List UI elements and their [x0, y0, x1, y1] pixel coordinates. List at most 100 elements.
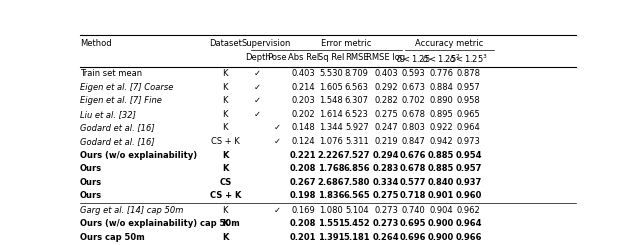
- Text: 0.673: 0.673: [401, 83, 426, 92]
- Text: ✓: ✓: [274, 206, 281, 215]
- Text: Depth: Depth: [244, 53, 271, 62]
- Text: 5.311: 5.311: [345, 137, 369, 146]
- Text: 0.702: 0.702: [401, 96, 425, 105]
- Text: 6.523: 6.523: [345, 110, 369, 119]
- Text: K: K: [222, 150, 228, 159]
- Text: 0.203: 0.203: [291, 96, 315, 105]
- Text: 6.856: 6.856: [344, 164, 370, 173]
- Text: 1.605: 1.605: [319, 83, 343, 92]
- Text: 0.275: 0.275: [372, 191, 399, 200]
- Text: K: K: [223, 69, 228, 78]
- Text: Accuracy metric: Accuracy metric: [415, 39, 484, 48]
- Text: 0.221: 0.221: [290, 150, 317, 159]
- Text: 7.527: 7.527: [344, 150, 370, 159]
- Text: 1.768: 1.768: [317, 164, 344, 173]
- Text: 0.803: 0.803: [401, 123, 425, 132]
- Text: Ours: Ours: [80, 164, 102, 173]
- Text: ✓: ✓: [274, 137, 281, 146]
- Text: RMSE: RMSE: [345, 53, 369, 62]
- Text: K: K: [222, 219, 228, 228]
- Text: 0.283: 0.283: [373, 164, 399, 173]
- Text: $\delta < 1.25^{2}$: $\delta < 1.25^{2}$: [422, 53, 461, 65]
- Text: RMSE log: RMSE log: [367, 53, 406, 62]
- Text: Ours (w/o explainability): Ours (w/o explainability): [80, 150, 197, 159]
- Text: 7.580: 7.580: [344, 178, 370, 187]
- Text: 0.577: 0.577: [400, 178, 426, 187]
- Text: 0.954: 0.954: [456, 150, 482, 159]
- Text: 0.676: 0.676: [400, 150, 427, 159]
- Text: Train set mean: Train set mean: [80, 69, 142, 78]
- Text: 2.686: 2.686: [317, 178, 344, 187]
- Text: Sq Rel: Sq Rel: [318, 53, 344, 62]
- Text: 0.273: 0.273: [374, 206, 398, 215]
- Text: 1.548: 1.548: [319, 96, 343, 105]
- Text: ✓: ✓: [254, 110, 261, 119]
- Text: 5.104: 5.104: [345, 206, 369, 215]
- Text: 0.148: 0.148: [291, 123, 315, 132]
- Text: 1.614: 1.614: [319, 110, 343, 119]
- Text: Ours cap 50m: Ours cap 50m: [80, 233, 145, 242]
- Text: 0.282: 0.282: [374, 96, 398, 105]
- Text: 0.678: 0.678: [401, 110, 426, 119]
- Text: 1.080: 1.080: [319, 206, 343, 215]
- Text: 0.403: 0.403: [291, 69, 315, 78]
- Text: 0.901: 0.901: [428, 191, 454, 200]
- Text: Dataset: Dataset: [209, 39, 242, 48]
- Text: ✓: ✓: [274, 123, 281, 132]
- Text: 0.214: 0.214: [291, 83, 315, 92]
- Text: 0.275: 0.275: [374, 110, 398, 119]
- Text: 0.957: 0.957: [457, 83, 481, 92]
- Text: 0.942: 0.942: [429, 137, 453, 146]
- Text: 1.076: 1.076: [319, 137, 343, 146]
- Text: 0.847: 0.847: [401, 137, 425, 146]
- Text: 0.890: 0.890: [429, 96, 453, 105]
- Text: $\delta < 1.25^{3}$: $\delta < 1.25^{3}$: [449, 53, 488, 65]
- Text: Ours: Ours: [80, 178, 102, 187]
- Text: ✓: ✓: [254, 69, 261, 78]
- Text: 0.904: 0.904: [429, 206, 453, 215]
- Text: 1.836: 1.836: [317, 191, 344, 200]
- Text: 0.273: 0.273: [373, 219, 399, 228]
- Text: K: K: [223, 206, 228, 215]
- Text: 0.219: 0.219: [374, 137, 398, 146]
- Text: 0.937: 0.937: [456, 178, 482, 187]
- Text: 1.391: 1.391: [317, 233, 344, 242]
- Text: 0.960: 0.960: [456, 191, 482, 200]
- Text: Supervision: Supervision: [241, 39, 291, 48]
- Text: 0.695: 0.695: [400, 219, 427, 228]
- Text: 0.718: 0.718: [400, 191, 426, 200]
- Text: K: K: [223, 123, 228, 132]
- Text: 6.565: 6.565: [344, 191, 370, 200]
- Text: 5.452: 5.452: [344, 219, 370, 228]
- Text: 0.776: 0.776: [429, 69, 453, 78]
- Text: 0.696: 0.696: [400, 233, 427, 242]
- Text: ✓: ✓: [254, 83, 261, 92]
- Text: 0.267: 0.267: [290, 178, 316, 187]
- Text: 6.307: 6.307: [345, 96, 369, 105]
- Text: 0.202: 0.202: [291, 110, 315, 119]
- Text: K: K: [222, 164, 228, 173]
- Text: Liu et al. [32]: Liu et al. [32]: [80, 110, 136, 119]
- Text: 0.201: 0.201: [290, 233, 316, 242]
- Text: 0.403: 0.403: [374, 69, 398, 78]
- Text: 0.922: 0.922: [429, 123, 453, 132]
- Text: Error metric: Error metric: [321, 39, 372, 48]
- Text: 0.264: 0.264: [372, 233, 399, 242]
- Text: 0.885: 0.885: [428, 150, 454, 159]
- Text: $\delta < 1.25$: $\delta < 1.25$: [396, 53, 431, 64]
- Text: 2.226: 2.226: [317, 150, 344, 159]
- Text: 0.169: 0.169: [291, 206, 315, 215]
- Text: 5.530: 5.530: [319, 69, 343, 78]
- Text: 0.334: 0.334: [373, 178, 399, 187]
- Text: K: K: [222, 233, 228, 242]
- Text: 0.247: 0.247: [374, 123, 398, 132]
- Text: 0.208: 0.208: [290, 219, 316, 228]
- Text: 0.885: 0.885: [428, 164, 454, 173]
- Text: 8.709: 8.709: [345, 69, 369, 78]
- Text: 6.563: 6.563: [345, 83, 369, 92]
- Text: CS + K: CS + K: [211, 137, 240, 146]
- Text: 0.900: 0.900: [428, 233, 454, 242]
- Text: 0.895: 0.895: [429, 110, 453, 119]
- Text: 0.678: 0.678: [400, 164, 426, 173]
- Text: 0.964: 0.964: [457, 123, 481, 132]
